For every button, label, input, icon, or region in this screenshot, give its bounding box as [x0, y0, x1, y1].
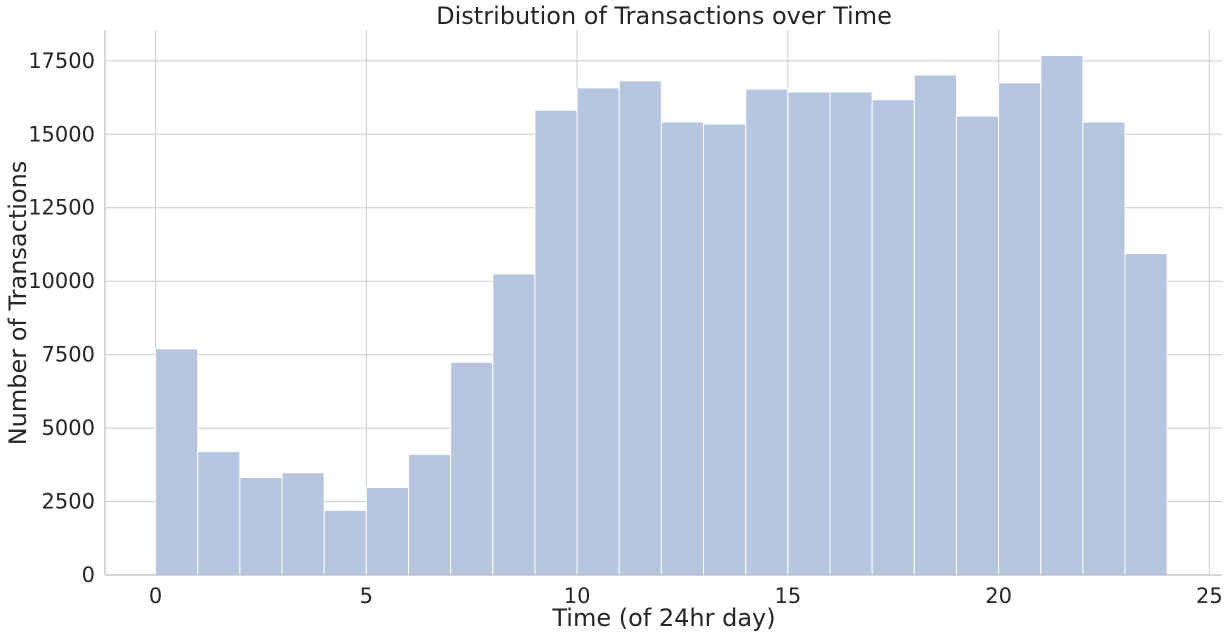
- histogram-bar: [450, 361, 494, 576]
- y-tick-label: 7500: [42, 343, 95, 367]
- chart-title: Distribution of Transactions over Time: [436, 2, 892, 30]
- y-tick-label: 10000: [28, 269, 95, 293]
- histogram-bar: [1040, 55, 1084, 576]
- histogram-bar: [197, 451, 241, 576]
- y-axis-label: Number of Transactions: [4, 161, 32, 446]
- x-tick-label: 20: [985, 584, 1012, 608]
- axes: [104, 30, 1222, 576]
- histogram-bar: [239, 476, 283, 576]
- x-axis-label: Time (of 24hr day): [551, 604, 775, 632]
- histogram-bar: [407, 454, 452, 576]
- y-tick-label: 0: [82, 563, 95, 587]
- histogram-bar: [1082, 121, 1126, 576]
- histogram-bar: [281, 472, 325, 576]
- y-tick-label: 5000: [42, 416, 95, 440]
- histogram-bar: [534, 109, 578, 576]
- histogram-bar: [492, 273, 536, 576]
- tick-labels: 0 5 10 15 20 25 0 2500 5000 7500 10000 12500 15000 17…: [28, 49, 1223, 608]
- x-tick-label: 10: [564, 584, 591, 608]
- histogram-bar: [871, 99, 915, 576]
- histogram-bar: [660, 121, 705, 576]
- histogram-bar: [1124, 253, 1168, 576]
- histogram-bar: [576, 87, 620, 576]
- histogram-bar: [913, 74, 957, 576]
- y-tick-label: 2500: [42, 490, 95, 514]
- histogram-bar: [955, 115, 1000, 576]
- y-tick-label: 12500: [28, 196, 95, 220]
- histogram-bar: [155, 348, 199, 576]
- x-tick-label: 5: [360, 584, 373, 608]
- histogram-bar: [323, 509, 367, 576]
- histogram-bar: [998, 82, 1042, 576]
- histogram-bar: [618, 80, 662, 576]
- histogram-bar: [829, 91, 873, 576]
- bars: [155, 55, 1168, 576]
- histogram-bar: [365, 486, 409, 576]
- x-tick-label: 15: [774, 584, 801, 608]
- histogram-bar: [787, 91, 831, 576]
- histogram-bar: [703, 123, 747, 576]
- y-tick-label: 15000: [28, 122, 95, 146]
- y-tick-label: 17500: [28, 49, 95, 73]
- x-tick-label: 0: [149, 584, 162, 608]
- x-tick-label: 25: [1196, 584, 1223, 608]
- histogram-bar: [745, 88, 789, 576]
